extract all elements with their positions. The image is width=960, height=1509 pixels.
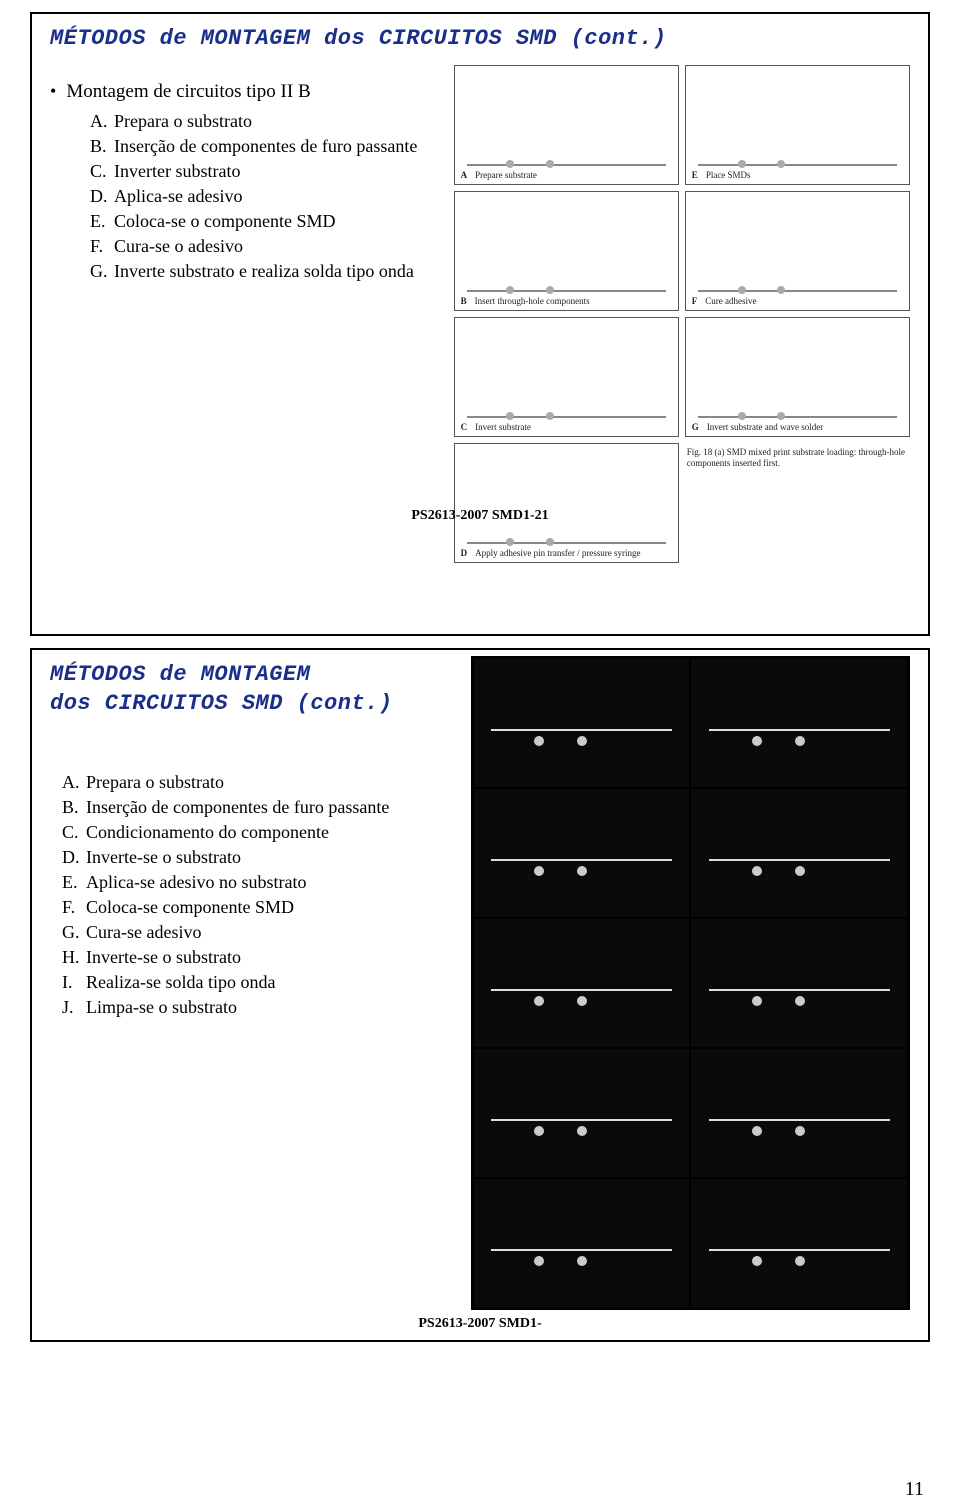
list-item: D.Inverte-se o substrato xyxy=(62,847,463,868)
list-item: J.Limpa-se o substrato xyxy=(62,997,463,1018)
dark-panel xyxy=(690,918,908,1048)
slide2-right-column xyxy=(463,650,910,1310)
dark-panel xyxy=(473,1048,691,1178)
schematic-panel: GInvert substrate and wave solder xyxy=(685,317,910,437)
slide1-left-column: • Montagem de circuitos tipo II B A.Prep… xyxy=(50,57,446,563)
dark-panel xyxy=(690,658,908,788)
slide-2: MÉTODOS de MONTAGEM dos CIRCUITOS SMD (c… xyxy=(30,648,930,1342)
dark-panel xyxy=(690,1178,908,1308)
slide1-content: • Montagem de circuitos tipo II B A.Prep… xyxy=(32,57,928,563)
list-item: E.Aplica-se adesivo no substrato xyxy=(62,872,463,893)
slide2-code: PS2613-2007 SMD1- xyxy=(418,1316,541,1332)
list-item: C.Condicionamento do componente xyxy=(62,822,463,843)
schematic-panel: EPlace SMDs xyxy=(685,65,910,185)
list-item: A.Prepara o substrato xyxy=(62,772,463,793)
slide1-bullet: • Montagem de circuitos tipo II B xyxy=(50,81,446,103)
slide2-content: MÉTODOS de MONTAGEM dos CIRCUITOS SMD (c… xyxy=(32,650,928,1310)
slide2-item-list: A.Prepara o substrato B.Inserção de comp… xyxy=(50,732,463,1018)
dark-panel xyxy=(473,918,691,1048)
slide1-fig-caption: Fig. 18 (a) SMD mixed print substrate lo… xyxy=(685,443,910,563)
list-item: D.Aplica-se adesivo xyxy=(90,186,446,207)
list-item: C.Inverter substrato xyxy=(90,161,446,182)
dark-panel xyxy=(473,1178,691,1308)
slide2-title-line1: MÉTODOS de MONTAGEM xyxy=(50,662,463,691)
schematic-panel: CInvert substrate xyxy=(454,317,679,437)
list-item: H.Inverte-se o substrato xyxy=(62,947,463,968)
slide1-item-list: A.Prepara o substrato B.Inserção de comp… xyxy=(50,111,446,282)
list-item: A.Prepara o substrato xyxy=(90,111,446,132)
slide2-left-column: MÉTODOS de MONTAGEM dos CIRCUITOS SMD (c… xyxy=(50,650,463,1022)
page-number: 11 xyxy=(905,1478,924,1501)
list-item: F.Coloca-se componente SMD xyxy=(62,897,463,918)
slide2-title-line2: dos CIRCUITOS SMD (cont.) xyxy=(50,691,463,728)
schematic-panel: FCure adhesive xyxy=(685,191,910,311)
dark-panel xyxy=(473,788,691,918)
list-item: I.Realiza-se solda tipo onda xyxy=(62,972,463,993)
page: MÉTODOS de MONTAGEM dos CIRCUITOS SMD (c… xyxy=(0,12,960,1509)
bullet-dot-icon: • xyxy=(50,81,56,103)
slide1-right-column: APrepare substrate EPlace SMDs BInsert t… xyxy=(446,57,910,563)
list-item: E.Coloca-se o componente SMD xyxy=(90,211,446,232)
list-item: B.Inserção de componentes de furo passan… xyxy=(62,797,463,818)
slide-1: MÉTODOS de MONTAGEM dos CIRCUITOS SMD (c… xyxy=(30,12,930,636)
schematic-panel: APrepare substrate xyxy=(454,65,679,185)
slide1-code: PS2613-2007 SMD1-21 xyxy=(411,508,548,524)
list-item: B.Inserção de componentes de furo passan… xyxy=(90,136,446,157)
list-item: G.Inverte substrato e realiza solda tipo… xyxy=(90,261,446,282)
schematic-panel: DApply adhesive pin transfer / pressure … xyxy=(454,443,679,563)
slide1-schematic-grid: APrepare substrate EPlace SMDs BInsert t… xyxy=(454,57,910,563)
schematic-panel: BInsert through-hole components xyxy=(454,191,679,311)
dark-panel xyxy=(690,788,908,918)
dark-panel xyxy=(473,658,691,788)
slide1-bullet-text: Montagem de circuitos tipo II B xyxy=(66,81,310,103)
slide2-dark-grid xyxy=(471,656,910,1310)
list-item: G.Cura-se adesivo xyxy=(62,922,463,943)
dark-panel xyxy=(690,1048,908,1178)
list-item: F.Cura-se o adesivo xyxy=(90,236,446,257)
slide1-title: MÉTODOS de MONTAGEM dos CIRCUITOS SMD (c… xyxy=(32,14,928,57)
